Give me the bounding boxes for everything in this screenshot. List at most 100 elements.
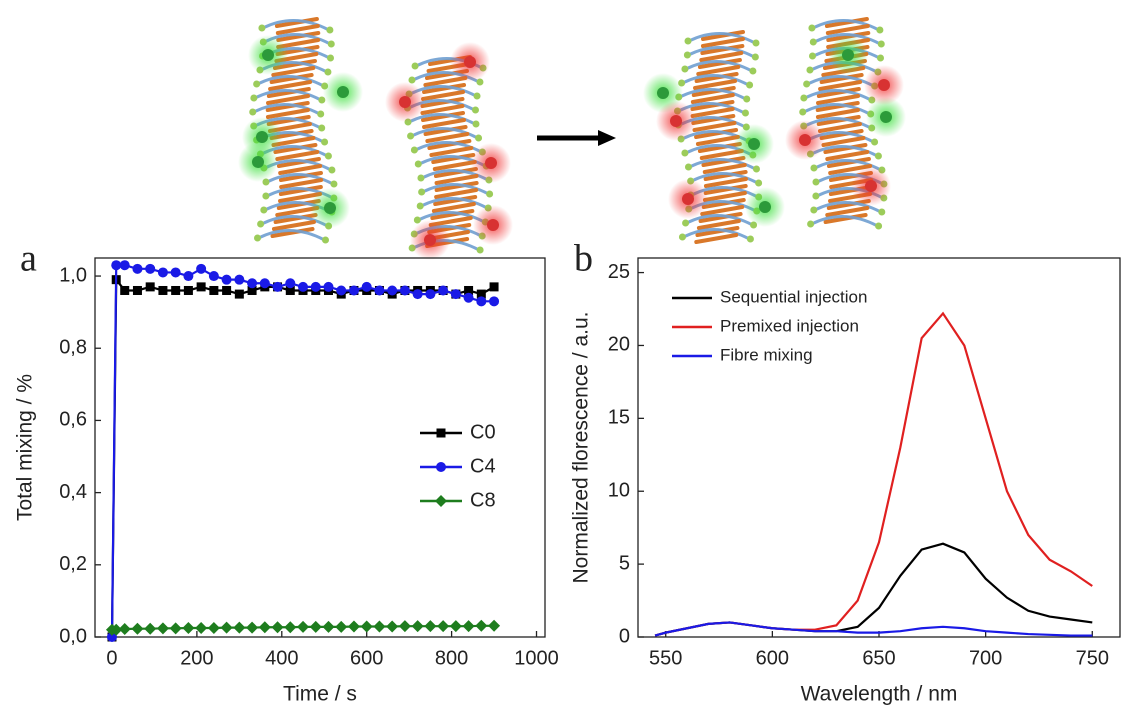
fiber-strand [266,87,311,98]
dye [252,156,264,168]
marker [347,620,360,633]
x-tick-label: 700 [969,647,1002,669]
fiber-chain [420,196,488,210]
fiber-end [250,94,258,102]
fiber-end [416,202,424,210]
fiber-strand [434,188,479,199]
fiber-strand [819,129,864,140]
marker [309,620,322,633]
fiber-strand [278,171,323,182]
fiber-end [411,62,419,70]
marker [462,620,475,633]
marker [196,263,207,274]
x-tick-label: 600 [350,647,383,669]
fiber-strand [819,73,864,84]
dye [324,202,336,214]
fiber-strand [691,114,736,125]
fiber-strand [275,150,320,161]
marker [438,285,449,296]
fiber-end [751,53,759,61]
fiber-end [743,95,751,103]
marker [246,621,259,634]
dye [878,79,890,91]
dye [424,234,436,246]
y-tick-label: 0,2 [59,553,87,575]
marker [335,620,348,633]
fiber-strand [828,164,873,175]
series-line [110,276,495,638]
fiber-chain [266,172,334,186]
dye [865,180,877,192]
fiber-strand [825,24,870,35]
fiber-strand [279,178,324,189]
fiber-strand [696,219,741,230]
fiber-end [683,51,691,59]
marker [360,620,373,633]
fiber-end [473,92,481,100]
y-tick-label: 20 [608,334,630,356]
fiber-strand [432,160,477,171]
legend-label: Sequential injection [720,287,867,306]
fiber-chain [688,157,757,171]
fiber-end [746,235,754,243]
fiber-strand [270,227,315,238]
fiber-chain [421,182,490,196]
fiber-end [472,120,480,128]
fiber-end [414,160,422,168]
fiber-end [475,134,483,142]
fiber-strand [690,93,735,104]
x-tick-label: 1000 [514,647,559,669]
fiber-strand [431,153,476,164]
x-tick-label: 0 [106,647,117,669]
marker [399,285,410,296]
fiber-strand [700,205,745,216]
fiber-strand [826,157,871,168]
marker [437,620,450,633]
dye [670,115,682,127]
arrow-head [598,130,616,146]
marker [298,281,309,292]
marker [220,621,233,634]
fiber-strand [703,170,748,181]
fiber-strand [278,164,323,175]
dye [748,138,760,150]
fiber-strand [699,51,744,62]
fiber-strand [694,72,739,83]
fiber-chain [256,74,325,88]
fiber-end [681,65,689,73]
marker [132,263,143,274]
fiber-end [258,24,266,32]
fiber-strand [696,65,741,76]
marker [424,620,437,633]
fiber-end [324,68,332,76]
fiber-chain [254,88,322,102]
dye [262,49,274,61]
dye [337,86,349,98]
fiber-strand [697,142,742,153]
fiber-strand [690,100,735,111]
marker [285,285,295,295]
fiber-chain [687,45,756,59]
x-axis-title: Time / s [283,683,357,706]
series-line [110,264,495,638]
fiber-strand [423,76,468,87]
fiber-end [877,40,885,48]
fiber-strand [824,17,869,28]
fiber-end [752,39,760,47]
marker [247,285,257,295]
fiber-strand [821,136,866,147]
fiber-end [810,206,818,214]
fiber-strand [817,122,862,133]
y-axis-title: Total mixing / % [14,374,37,521]
fiber-end [871,138,879,146]
fiber-strand [265,101,310,112]
fiber-chain [410,126,479,140]
marker [272,281,283,292]
fiber-chain [685,213,754,227]
fiber-end [318,124,326,132]
y-tick-label: 0 [619,625,630,647]
fiber-end [877,54,885,62]
marker [207,621,220,634]
panel-label: b [574,238,593,280]
marker [386,620,399,633]
